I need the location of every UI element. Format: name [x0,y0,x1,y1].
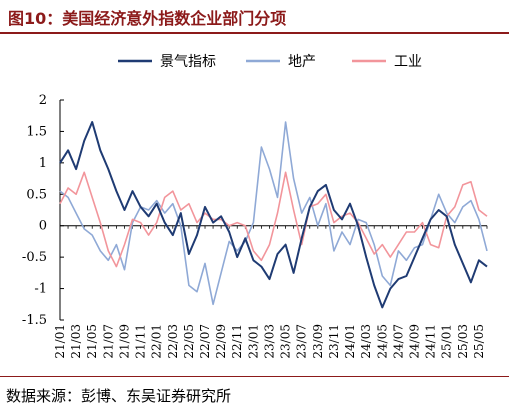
y-tick-label: 0 [39,219,47,234]
y-tick-label: 2 [39,93,47,108]
x-tick-label: 23/09 [311,324,325,359]
legend-label: 工业 [394,54,422,70]
x-tick-label: 22/07 [198,324,212,359]
x-tick-label: 21/11 [134,324,148,359]
series-line-2 [59,171,488,268]
x-tick-label: 25/05 [472,324,486,359]
x-tick-label: 24/09 [407,324,421,359]
x-tick-label: 25/01 [440,324,454,359]
y-tick-label: 1 [39,156,47,171]
x-tick-label: 22/09 [214,324,228,359]
x-tick-label: 24/07 [391,324,405,359]
x-tick-label: 21/05 [85,324,99,359]
x-tick-label: 21/09 [117,324,131,359]
y-tick-label: -1 [34,282,47,297]
y-tick-label: -1.5 [22,313,47,328]
x-tick-label: 22/03 [166,324,180,359]
x-tick-label: 22/05 [182,324,196,359]
x-tick-label: 24/11 [424,324,438,359]
figure-title: 图10：美国经济意外指数企业部门分项 [8,9,287,28]
y-tick-label: 0.5 [26,187,47,202]
y-tick-label: -0.5 [22,250,47,265]
x-tick-label: 24/05 [375,324,389,359]
x-tick-label: 22/01 [150,324,164,359]
x-tick-label: 22/11 [230,324,244,359]
figure-title-bar: 图10：美国经济意外指数企业部门分项 [0,0,509,34]
series-line-1 [59,121,488,306]
chart-series [59,121,488,309]
source-note: 数据来源：彭博、东吴证券研究所 [6,387,232,405]
x-tick-label: 25/03 [456,324,470,359]
x-tick-label: 23/05 [279,324,293,359]
x-tick-label: 21/07 [101,324,115,359]
legend-label: 景气指标 [160,54,216,70]
x-tick-label: 23/11 [327,324,341,359]
y-tick-label: 1.5 [26,124,47,139]
x-tick-label: 23/07 [295,324,309,359]
x-tick-label: 23/03 [262,324,276,359]
source-bar: 数据来源：彭博、东吴证券研究所 [0,376,509,414]
x-tick-label: 21/01 [53,324,67,359]
legend-label: 地产 [288,54,316,70]
x-tick-label: 23/01 [246,324,260,359]
x-tick-label: 24/01 [343,324,357,359]
x-tick-label: 21/03 [69,324,83,359]
chart-legend: 景气指标 地产 工业 [118,54,422,70]
series-line-0 [59,121,488,309]
x-tick-label: 24/03 [359,324,373,359]
